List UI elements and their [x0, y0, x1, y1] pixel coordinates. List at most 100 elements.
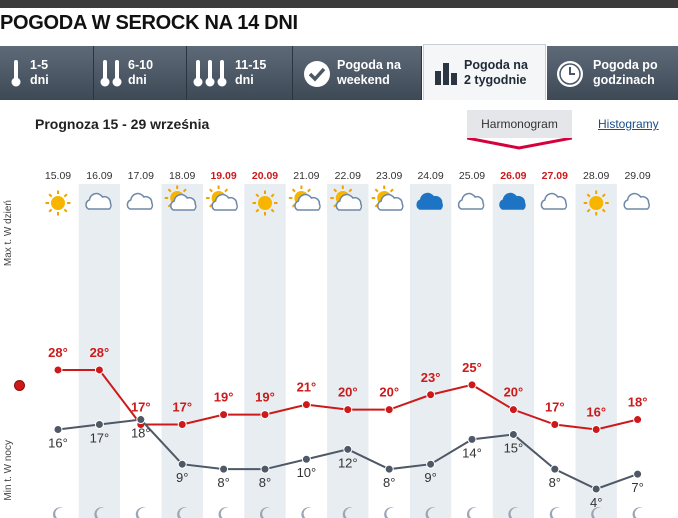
min-temp-label: 17° [90, 431, 110, 446]
date-label: 27.09 [542, 170, 568, 182]
min-temp-point [591, 484, 601, 494]
tab-label: 1-5 [30, 58, 49, 72]
min-temp-point [426, 459, 436, 469]
tab-label: dni [235, 73, 254, 87]
moon-icon [259, 507, 270, 518]
moon-icon [218, 507, 229, 518]
cloud-icon [126, 192, 154, 210]
max-temp-point [94, 365, 104, 375]
moon-icon [52, 507, 63, 518]
forecast-panel: Prognoza 15 - 29 września Harmonogram Hi… [0, 100, 678, 518]
max-legend-dot [14, 380, 25, 391]
cloud-icon [457, 192, 485, 210]
min-temp-axis-label: Min t. W nocy [3, 440, 17, 518]
min-temp-point [219, 464, 229, 474]
tab-label: Pogoda na [464, 58, 528, 72]
moon-icon [177, 507, 188, 518]
tab-2-weeks[interactable]: Pogoda na 2 tygodnie [423, 44, 546, 100]
tab-weekend[interactable]: Pogoda na weekend [293, 46, 422, 100]
min-temp-point [467, 434, 477, 444]
max-temp-label: 21° [297, 380, 317, 395]
tab-label: 2 tygodnie [464, 73, 527, 87]
min-temp-label: 18° [131, 426, 151, 441]
min-temp-point [94, 420, 104, 430]
moon-icon [135, 507, 146, 518]
tab-1-5-days[interactable]: 1-5 dni [0, 46, 94, 100]
day-column-shade [575, 184, 617, 518]
moon-icon [342, 507, 353, 518]
min-temp-label: 9° [424, 470, 436, 485]
min-temp-label: 9° [176, 470, 188, 485]
tab-hourly[interactable]: Pogoda po godzinach [547, 46, 678, 100]
min-temp-point [53, 424, 63, 434]
max-temp-point [426, 390, 436, 400]
min-temp-point [136, 415, 146, 425]
moon-icon [384, 507, 395, 518]
date-label: 19.09 [210, 170, 236, 182]
partly-cloudy-icon [335, 193, 363, 211]
max-temp-label: 28° [90, 345, 110, 360]
cloud-icon [85, 192, 112, 210]
max-temp-label: 18° [628, 395, 648, 410]
tab-label: 11-15 [235, 58, 267, 72]
min-temp-point [301, 454, 311, 464]
max-temp-label: 28° [48, 345, 68, 360]
date-label: 17.09 [128, 170, 154, 182]
min-temp-label: 8° [217, 475, 229, 490]
max-temp-point [260, 410, 270, 420]
max-temp-point [343, 405, 353, 415]
min-temp-label: 10° [297, 465, 317, 480]
moon-icon [632, 507, 643, 518]
min-temp-point [343, 444, 353, 454]
min-temp-point [633, 469, 643, 479]
forecast-subtitle: Prognoza 15 - 29 września [35, 116, 210, 132]
max-temp-label: 23° [421, 370, 441, 385]
max-temp-point [508, 405, 518, 415]
top-bar [0, 0, 678, 8]
day-column-shade [327, 184, 369, 518]
tab-label: dni [128, 73, 147, 87]
min-temp-point [384, 464, 394, 474]
date-label: 15.09 [45, 170, 71, 182]
date-label: 21.09 [293, 170, 319, 182]
date-label: 24.09 [417, 170, 443, 182]
date-label: 26.09 [500, 170, 526, 182]
tab-6-10-days[interactable]: 6-10 dni [94, 46, 187, 100]
sun-icon [252, 190, 278, 216]
day-column-shade [78, 184, 121, 518]
temperature-chart: 15.09 16.09 17.09 18.09 19.09 20.09 21.09 22.09… [45, 170, 651, 518]
min-temp-label: 8° [383, 475, 395, 490]
min-temp-point [260, 464, 270, 474]
view-link-histogramy[interactable]: Histogramy [598, 117, 659, 131]
moon-icon [301, 507, 312, 518]
tab-label: dni [30, 73, 49, 87]
min-label: Min t. W nocy [3, 440, 14, 501]
max-temp-label: 19° [255, 390, 275, 405]
max-temp-label: 16° [586, 404, 606, 419]
date-label: 20.09 [252, 170, 278, 182]
thermometer-icon [100, 60, 122, 87]
max-temp-axis-label: Max t. W dzień [3, 200, 17, 300]
day-column-shade [492, 184, 535, 518]
partly-cloudy-icon [377, 193, 404, 211]
bar-chart-icon [435, 63, 457, 85]
moon-icon [549, 507, 560, 518]
max-temp-point [301, 400, 311, 410]
page-title: POGODA W SEROCK NA 14 DNI [0, 12, 298, 34]
date-label: 29.09 [624, 170, 650, 182]
tab-11-15-days[interactable]: 11-15 dni [187, 46, 293, 100]
max-temp-label: 17° [545, 400, 565, 415]
min-temp-point [508, 429, 518, 439]
date-label: 16.09 [86, 170, 112, 182]
partly-cloudy-icon [294, 193, 321, 211]
cloud-icon [623, 192, 650, 210]
max-temp-label: 20° [379, 385, 399, 400]
tab-label: weekend [337, 73, 390, 87]
max-temp-label: 20° [338, 385, 358, 400]
max-temp-label: 17° [172, 400, 192, 415]
max-temp-point [633, 415, 643, 425]
view-tab-harmonogram[interactable]: Harmonogram [467, 110, 572, 138]
sun-icon [583, 190, 609, 216]
min-temp-label: 12° [338, 455, 358, 470]
